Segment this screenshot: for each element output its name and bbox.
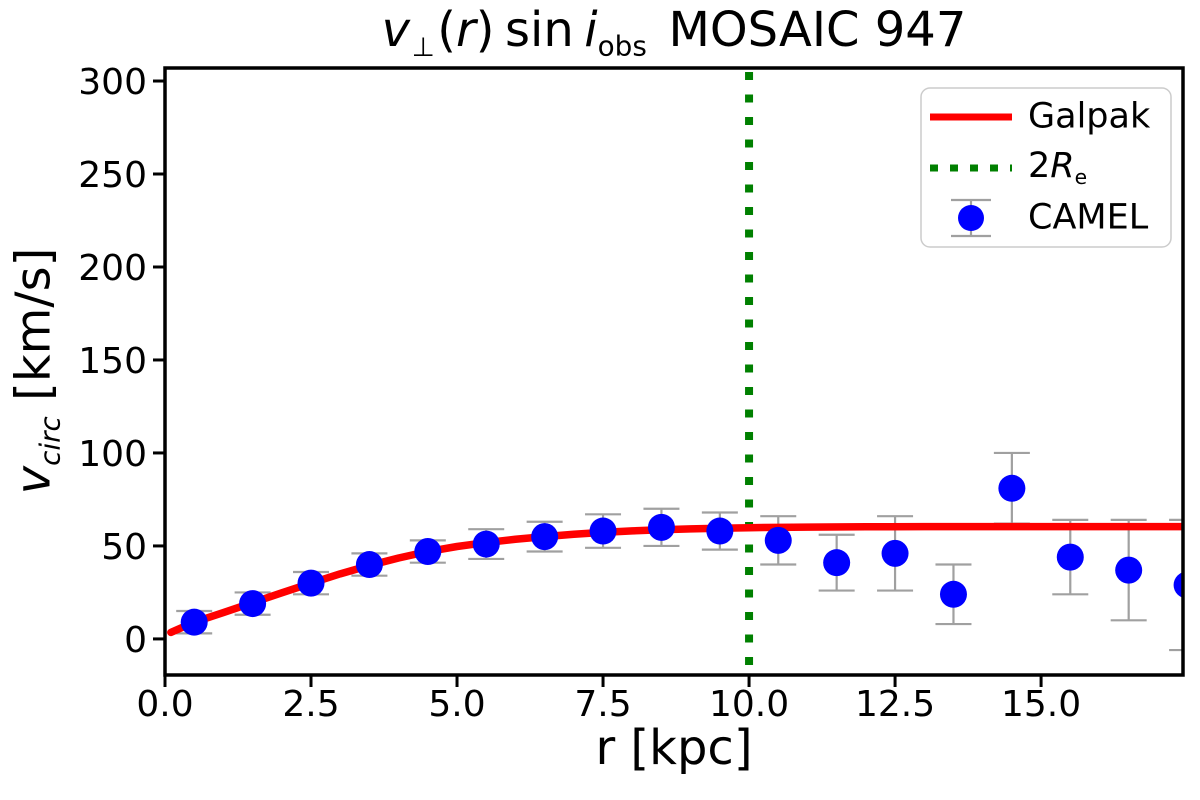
legend-label-camel: CAMEL [1028, 197, 1149, 238]
y-tick-label: 200 [78, 248, 147, 289]
xlabel-text: r [kpc] [595, 720, 753, 776]
camel-point [998, 474, 1026, 502]
camel-point [414, 538, 442, 566]
perpendicular-symbol: ⊥ [411, 32, 435, 64]
camel-point [706, 517, 734, 545]
y-axis-label: vcirc [km/s] [6, 248, 67, 495]
camel-point [939, 580, 967, 608]
camel-point [589, 517, 617, 545]
camel-point [239, 590, 267, 618]
y-tick-label: 0 [124, 620, 147, 661]
camel-point [1056, 543, 1084, 571]
title-i: i [584, 2, 598, 58]
title-sin: sin [504, 2, 574, 58]
legend-box [920, 87, 1172, 248]
x-tick-label: 2.5 [282, 684, 339, 725]
camel-point [647, 513, 675, 541]
camel-point [472, 530, 500, 558]
ylabel-v: v [5, 465, 62, 495]
legend-label-2re: 2Re [1028, 145, 1088, 189]
x-axis-label: r [kpc] [165, 720, 1183, 776]
y-tick-label: 250 [78, 155, 147, 196]
legend-label-galpak: Galpak [1028, 96, 1151, 137]
camel-point [531, 523, 559, 551]
axes-frame [163, 66, 1185, 677]
camel-point [1173, 572, 1183, 598]
camel-point [180, 608, 208, 636]
chart-title: v⊥(r) sin iobs MOSAIC 947 [165, 0, 1183, 65]
y-tick-label: 100 [78, 434, 147, 475]
y-tick-label: 150 [78, 341, 147, 382]
x-tick-label: 0.0 [136, 684, 193, 725]
y-tick-label: 300 [78, 62, 147, 103]
x-tick-label: 10.0 [709, 684, 789, 725]
x-tick-label: 15.0 [1001, 684, 1081, 725]
title-suffix: MOSAIC 947 [668, 2, 967, 58]
title-v: v [381, 2, 411, 58]
camel-points [180, 474, 1183, 636]
camel-point [355, 551, 383, 579]
legend-camel-marker [951, 198, 991, 238]
camel-point [823, 549, 851, 577]
camel-errorbars [176, 451, 1183, 652]
x-tick-label: 12.5 [855, 684, 935, 725]
y-tick-label: 50 [101, 527, 147, 568]
title-open-paren: ( [437, 2, 456, 58]
camel-point [764, 526, 792, 554]
title-close-paren: ) [475, 2, 495, 58]
camel-point [1115, 556, 1143, 584]
title-r: r [455, 2, 476, 58]
title-obs-subscript: obs [597, 29, 647, 63]
x-tick-label: 5.0 [428, 684, 485, 725]
camel-point [297, 569, 325, 597]
ylabel-unit: [km/s] [5, 247, 62, 417]
x-tick-label: 7.5 [574, 684, 631, 725]
camel-point [881, 539, 909, 567]
ylabel-circ-subscript: circ [33, 416, 67, 466]
